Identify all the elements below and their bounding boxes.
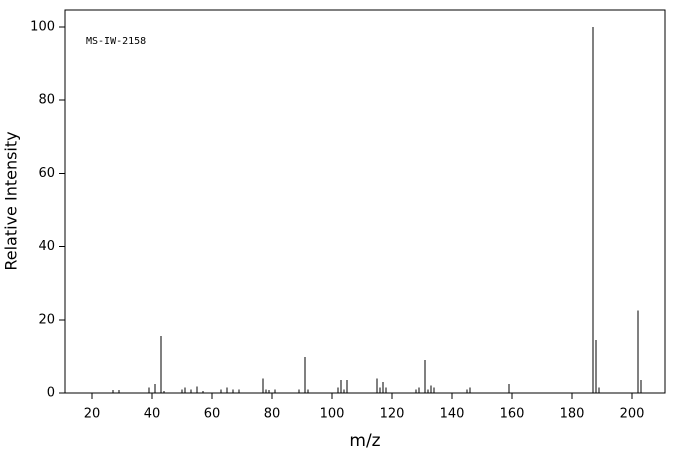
x-tick-label: 40: [144, 407, 161, 422]
y-tick-label: 20: [38, 312, 55, 327]
y-tick-label: 60: [38, 166, 55, 181]
y-tick-label: 0: [47, 386, 55, 401]
x-tick-label: 140: [440, 407, 465, 422]
x-tick-label: 160: [500, 407, 525, 422]
x-tick-label: 20: [84, 407, 101, 422]
x-tick-label: 180: [560, 407, 585, 422]
x-tick-label: 80: [264, 407, 281, 422]
annotation: MS-IW-2158: [86, 36, 146, 47]
x-tick-label: 200: [620, 407, 645, 422]
x-axis-label: m/z: [349, 431, 380, 451]
x-tick-label: 100: [320, 407, 345, 422]
x-tick-label: 120: [380, 407, 405, 422]
x-tick-label: 60: [204, 407, 221, 422]
y-tick-label: 80: [38, 93, 55, 108]
y-tick-label: 100: [30, 19, 55, 34]
y-tick-label: 40: [38, 239, 55, 254]
plot-frame: [64, 9, 666, 394]
y-axis-label: Relative Intensity: [2, 131, 21, 270]
